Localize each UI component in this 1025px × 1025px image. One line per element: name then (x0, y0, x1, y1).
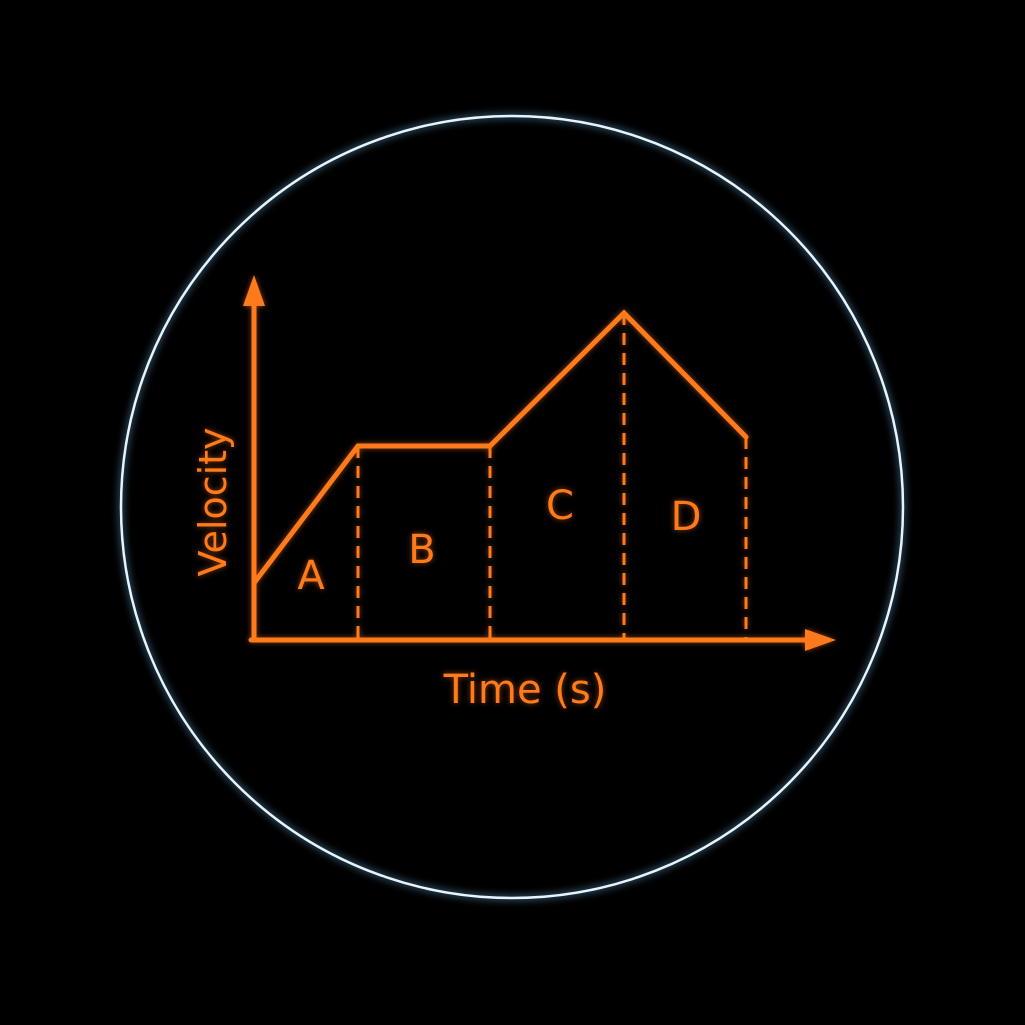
x-axis-arrowhead (805, 629, 836, 651)
y-axis-arrowhead (243, 275, 265, 306)
region-label-c: C (546, 483, 574, 529)
y-axis-label: Velocity (191, 427, 235, 576)
x-axis-label: Time (s) (443, 667, 607, 713)
region-label-d: D (671, 494, 702, 540)
graph-group: A B C D Time (s) Velocity (191, 275, 836, 713)
region-label-b: B (408, 527, 435, 573)
region-label-a: A (297, 553, 325, 599)
circular-frame (119, 114, 905, 900)
velocity-profile-line (251, 309, 749, 586)
